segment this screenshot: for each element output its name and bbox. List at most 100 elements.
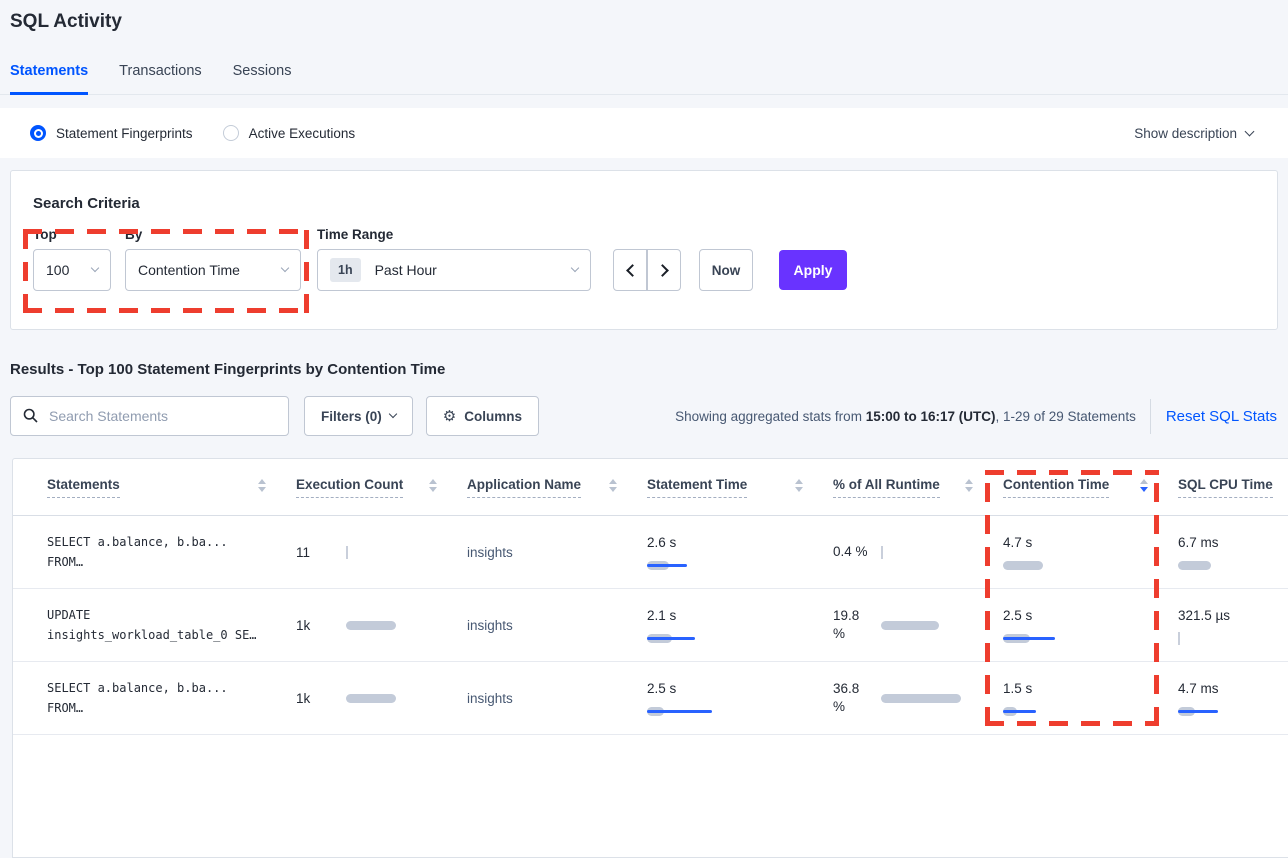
tab-transactions[interactable]: Transactions	[119, 63, 202, 79]
statement-fingerprint-link[interactable]: SELECT a.balance, b.ba... FROM…	[47, 535, 228, 569]
table-body: SELECT a.balance, b.ba... FROM… 11 insights…	[13, 516, 1288, 735]
cell-value: 2.1 s	[647, 608, 677, 623]
sort-icon[interactable]	[965, 478, 973, 492]
search-criteria-panel: Search Criteria Top 100 By Contention Ti…	[10, 170, 1278, 330]
cell-value: 321.5 µs	[1178, 608, 1231, 623]
value-bar	[1003, 705, 1036, 717]
table-row[interactable]: UPDATE insights_workload_table_0 SE… 1k ins…	[13, 589, 1288, 662]
cell-execution_count: 1k	[296, 691, 467, 706]
column-header-statement-time[interactable]: Statement Time	[647, 477, 833, 498]
cell-percent_runtime: 36.8 %	[833, 680, 1003, 716]
columns-button[interactable]: ⚙ Columns	[425, 396, 539, 436]
top-field: Top 100	[33, 227, 111, 291]
column-header-sql-cpu-time[interactable]: SQL CPU Time	[1178, 477, 1288, 498]
column-label: Statement Time	[647, 477, 748, 498]
search-statements-input[interactable]	[10, 396, 289, 436]
top-label: Top	[33, 227, 57, 242]
radio-label: Statement Fingerprints	[56, 125, 193, 141]
column-label: % of All Runtime	[833, 477, 940, 498]
column-header-application-name[interactable]: Application Name	[467, 477, 647, 498]
show-description-toggle[interactable]: Show description	[1134, 125, 1255, 141]
column-label: Application Name	[467, 477, 582, 498]
cell-statement_time: 2.1 s	[647, 606, 833, 644]
cell-value: 36.8 %	[833, 681, 860, 714]
by-select-value: Contention Time	[138, 262, 240, 278]
gear-icon: ⚙	[442, 408, 457, 425]
by-select[interactable]: Contention Time	[125, 249, 301, 291]
page-title: SQL Activity	[10, 11, 122, 32]
cell-value: 1k	[296, 690, 311, 706]
time-range-field: Time Range 1h Past Hour	[317, 227, 591, 291]
tab-statements[interactable]: Statements	[10, 58, 89, 95]
application-name-value: insights	[467, 544, 513, 560]
by-field: By Contention Time	[125, 227, 301, 291]
column-header-execution-count[interactable]: Execution Count	[296, 477, 467, 498]
show-description-label: Show description	[1134, 125, 1237, 141]
chevron-down-icon	[388, 409, 398, 419]
results-toolbar: Filters (0) ⚙ Columns Showing aggregated…	[10, 396, 1277, 436]
statement-fingerprint-link[interactable]: SELECT a.balance, b.ba... FROM…	[47, 681, 228, 715]
cell-value: 19.8 %	[833, 608, 860, 641]
cell-value: 0.4 %	[833, 544, 868, 559]
filters-button[interactable]: Filters (0)	[304, 396, 413, 436]
next-time-window-button[interactable]	[647, 249, 681, 291]
value-bar	[1178, 631, 1180, 645]
now-button[interactable]: Now	[699, 249, 753, 291]
top-select[interactable]: 100	[33, 249, 111, 291]
application-name-value: insights	[467, 617, 513, 633]
search-criteria-heading: Search Criteria	[33, 195, 140, 212]
value-bar	[346, 692, 396, 704]
cell-sql_cpu_time: 321.5 µs	[1178, 606, 1288, 645]
sort-icon[interactable]	[609, 478, 617, 492]
radio-unselected-icon[interactable]	[222, 125, 239, 141]
radio-selected-icon[interactable]	[30, 125, 46, 141]
tab-bar: Statements Transactions Sessions	[0, 58, 1288, 95]
table-row[interactable]: SELECT a.balance, b.ba... FROM… 11 insights…	[13, 516, 1288, 589]
time-range-value: Past Hour	[374, 262, 437, 278]
time-range-pagination	[613, 249, 681, 291]
apply-button[interactable]: Apply	[779, 250, 847, 290]
previous-time-window-button[interactable]	[613, 249, 647, 291]
by-label: By	[125, 227, 143, 242]
column-header-of-all-runtime[interactable]: % of All Runtime	[833, 477, 1003, 498]
sort-icon[interactable]	[258, 478, 266, 492]
time-range-select[interactable]: 1h Past Hour	[317, 249, 591, 291]
value-bar	[1003, 559, 1043, 571]
value-bar	[647, 705, 712, 717]
view-toggle-bar: Statement Fingerprints Active Executions…	[0, 108, 1288, 158]
radio-active-executions[interactable]: Active Executions	[222, 125, 356, 141]
search-icon	[23, 408, 38, 423]
statements-table: Statements Execution Count Application Nam…	[12, 458, 1288, 858]
reset-sql-stats-link[interactable]: Reset SQL Stats	[1149, 398, 1277, 434]
column-header-statements[interactable]: Statements	[47, 477, 296, 498]
column-header-contention-time[interactable]: Contention Time	[1003, 477, 1178, 498]
value-bar	[1178, 559, 1211, 571]
chevron-right-icon	[655, 263, 669, 277]
cell-value: 11	[296, 544, 311, 560]
table-header-row: Statements Execution Count Application Nam…	[13, 459, 1288, 516]
value-bar	[881, 545, 883, 559]
value-bar	[881, 619, 939, 631]
sort-icon[interactable]	[1140, 478, 1148, 492]
filters-label: Filters (0)	[321, 408, 382, 424]
column-label: SQL CPU Time	[1178, 477, 1273, 498]
table-row[interactable]: SELECT a.balance, b.ba... FROM… 1k insights…	[13, 662, 1288, 735]
cell-statement_time: 2.5 s	[647, 679, 833, 717]
radio-label: Active Executions	[248, 125, 356, 141]
column-label: Execution Count	[296, 477, 404, 498]
value-bar	[881, 692, 961, 704]
time-range-badge: 1h	[330, 258, 361, 282]
statement-fingerprint-link[interactable]: UPDATE insights_workload_table_0 SE…	[47, 608, 257, 642]
cell-percent_runtime: 19.8 %	[833, 607, 1003, 643]
tab-sessions[interactable]: Sessions	[232, 63, 292, 79]
cell-statement_time: 2.6 s	[647, 533, 833, 571]
cell-value: 4.7 s	[1003, 535, 1033, 550]
cell-application_name: insights	[467, 545, 647, 560]
cell-value: 6.7 ms	[1178, 535, 1219, 550]
sort-icon[interactable]	[795, 478, 803, 492]
sort-icon[interactable]	[429, 478, 437, 492]
radio-statement-fingerprints[interactable]: Statement Fingerprints	[30, 125, 193, 141]
value-bar	[1178, 705, 1218, 717]
cell-contention_time: 2.5 s	[1003, 606, 1178, 644]
cell-value: 1k	[296, 617, 311, 633]
